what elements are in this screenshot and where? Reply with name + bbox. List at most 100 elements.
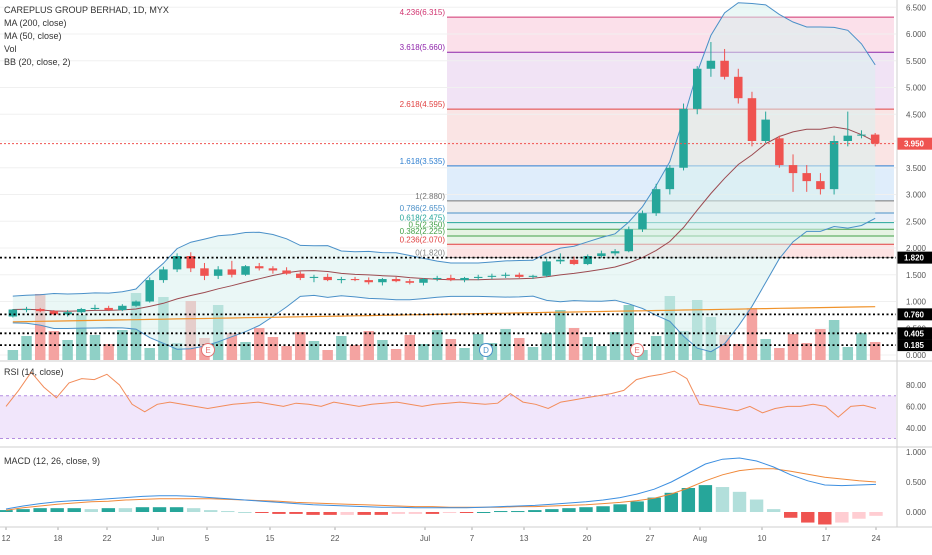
- macd-histogram-bar: [476, 512, 491, 513]
- candle-body: [378, 279, 387, 283]
- macd-histogram-bar: [204, 510, 218, 512]
- macd-histogram-bar: [340, 512, 354, 515]
- volume-bar: [171, 343, 183, 360]
- candle-body: [296, 273, 305, 278]
- bb-upper: [12, 2, 876, 297]
- volume-bar: [623, 305, 635, 360]
- volume-bar: [856, 333, 867, 360]
- price-label-bg: [897, 137, 932, 150]
- macd-tick-label: 1.000: [906, 448, 927, 457]
- main-legend: CAREPLUS GROUP BERHAD, 1D, MYX MA (200, …: [4, 4, 169, 69]
- candle-body: [473, 276, 483, 278]
- fib-label: 1(2.880): [415, 192, 445, 201]
- macd-histogram-bar: [852, 512, 866, 519]
- candle-body: [692, 68, 702, 109]
- macd-histogram-bar: [869, 512, 883, 516]
- rsi-tick-label: 80.00: [906, 381, 927, 390]
- candle-body: [172, 256, 182, 270]
- event-marker: E: [201, 343, 215, 357]
- legend-vol[interactable]: Vol: [4, 44, 17, 55]
- macd-histogram-bar: [50, 508, 64, 512]
- volume-bar: [472, 334, 484, 360]
- candle-body: [542, 261, 551, 276]
- candle-body: [487, 275, 497, 277]
- time-tick-label: Aug: [693, 534, 707, 543]
- bb-lower: [12, 217, 876, 353]
- candle-body: [816, 181, 825, 190]
- event-marker-label: E: [634, 346, 639, 355]
- macd-histogram-bar: [152, 507, 167, 512]
- macd-histogram-bar: [101, 508, 116, 512]
- macd-histogram-bar: [732, 491, 747, 512]
- candle-body: [665, 167, 675, 190]
- candle-body: [77, 308, 86, 313]
- ma50-line: [12, 126, 876, 312]
- fibonacci-labels: 0(1.820) 0.236(2.070)0.382(2.225)0.5(2.35…: [400, 8, 446, 257]
- macd-histogram-bar: [698, 485, 713, 512]
- candle-body: [22, 308, 31, 311]
- macd-histogram-bar: [408, 512, 423, 514]
- volume-bar: [281, 346, 292, 360]
- legend-bb[interactable]: BB (20, close, 2): [4, 57, 71, 68]
- legend-title[interactable]: CAREPLUS GROUP BERHAD, 1D, MYX: [4, 5, 169, 15]
- macd-histogram-bar: [494, 511, 508, 513]
- macd-histogram-bar: [715, 487, 730, 512]
- candle-body: [35, 308, 45, 312]
- candle-body: [624, 229, 634, 252]
- candle-body: [8, 309, 18, 317]
- volume-bar: [34, 294, 46, 360]
- volume-bar: [390, 349, 402, 360]
- time-tick-label: Jul: [420, 534, 430, 543]
- price-label: 0.185: [904, 341, 925, 350]
- macd-histogram-bar: [323, 512, 337, 515]
- candle-body: [597, 253, 606, 257]
- macd-tick-label: 0.000: [906, 508, 927, 517]
- volume-bar: [322, 350, 333, 360]
- candle-body: [131, 301, 141, 306]
- volume-bar: [842, 347, 854, 360]
- volume-bar: [774, 348, 785, 360]
- candle-body: [651, 189, 661, 214]
- time-tick-label: 12: [2, 534, 11, 543]
- volume-bar: [637, 350, 648, 360]
- candle-body: [159, 269, 168, 281]
- rsi-label[interactable]: RSI (14, close): [4, 367, 64, 377]
- candle-body: [788, 165, 798, 174]
- candle-body: [870, 134, 880, 144]
- candle-body: [843, 135, 853, 141]
- volume-bar: [295, 332, 306, 360]
- candle-body: [118, 305, 127, 311]
- legend-ma200[interactable]: MA (200, close): [4, 18, 67, 29]
- volume-bar: [21, 336, 32, 360]
- rsi-pane: 80.00 60.00 40.00: [0, 370, 927, 439]
- macd-histogram-bar: [374, 512, 388, 515]
- candle-body: [227, 269, 237, 275]
- candle-body: [734, 76, 743, 99]
- volume-bar: [719, 335, 730, 360]
- candle-body: [282, 270, 291, 274]
- legend-ma50[interactable]: MA (50, close): [4, 31, 62, 42]
- event-marker: E: [630, 343, 644, 357]
- candle-body: [775, 138, 784, 166]
- volume-bar: [48, 331, 60, 360]
- volume-bar: [678, 331, 689, 360]
- macd-label[interactable]: MACD (12, 26, close, 9): [4, 456, 101, 466]
- volume-bar: [828, 320, 840, 360]
- macd-histogram-bar: [630, 501, 644, 512]
- macd-histogram-bar: [613, 504, 627, 512]
- horizontal-lines: [0, 143, 896, 347]
- volume-bar: [514, 338, 525, 360]
- fib-label: 1.618(3.535): [400, 157, 446, 166]
- macd-histogram-bar: [459, 512, 474, 513]
- price-axis: 6.5006.0005.5005.0004.5004.0003.5003.000…: [906, 3, 927, 360]
- macd-histogram-bar: [647, 497, 661, 512]
- volume-bar: [787, 334, 799, 360]
- macd-histogram-bar: [0, 510, 13, 512]
- time-tick-label: 18: [54, 534, 63, 543]
- volume-bar: [349, 345, 361, 360]
- candle-body: [213, 269, 223, 276]
- price-tick-label: 2.500: [906, 217, 927, 226]
- time-tick-label: 22: [331, 534, 340, 543]
